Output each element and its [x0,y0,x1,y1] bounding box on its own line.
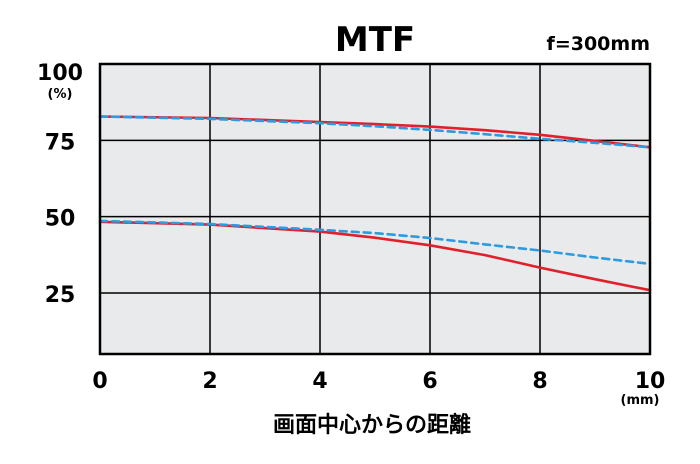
y-tick-label: 50 [45,207,76,232]
y-tick-labels: 25 50 75 100 [37,61,83,308]
y-unit-label: (%) [48,87,73,102]
x-axis-label: 画面中心からの距離 [273,412,471,438]
chart-title: MTF [335,20,415,60]
series-line-4 [98,219,652,266]
series-line-2 [98,115,652,149]
chart-subtitle: f=300mm [547,33,650,55]
x-tick-label: 8 [532,369,547,394]
y-tick-label: 75 [45,130,76,155]
x-tick-label: 2 [202,369,217,394]
x-tick-labels: 0 2 4 6 8 10 [92,369,665,394]
x-tick-label: 4 [312,369,327,394]
grid-lines [100,64,650,354]
x-tick-label: 10 [635,369,666,394]
plot-area [100,64,650,354]
x-tick-label: 6 [422,369,437,394]
plot-frame [98,62,652,356]
y-tick-label: 25 [45,283,76,308]
x-unit-label: (mm) [621,393,660,408]
series-lines [98,115,652,292]
y-tick-label: 100 [37,61,83,86]
x-tick-label: 0 [92,369,107,394]
